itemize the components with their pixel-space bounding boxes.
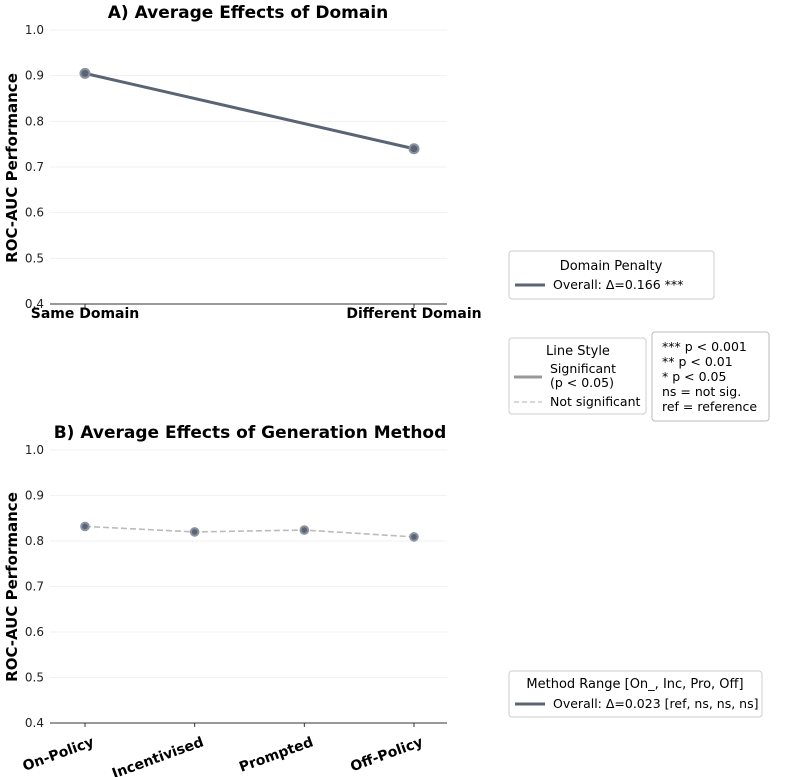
significance-key-line: * p < 0.05 (662, 369, 726, 384)
significance-key-frame (651, 331, 770, 422)
panel-a-y-tick-label: 0.7 (25, 160, 44, 174)
panel-b-y-ticks: 0.4 0.5 0.6 0.7 0.8 0.9 1.0 (25, 443, 44, 730)
panel-b-data-point (189, 527, 200, 537)
panel-b-y-tick-label: 0.5 (25, 671, 44, 685)
panel-b-x-tick-label: Incentivised (110, 734, 206, 777)
legend-significant-label-line1: Significant (550, 361, 616, 376)
panel-a-grid (50, 29, 447, 305)
panel-a-data-point (408, 143, 420, 155)
panel-b-y-tick-label: 0.7 (25, 580, 44, 594)
panel-b-data-point (409, 532, 419, 542)
panel-a: A) Average Effects of Domain ROC-AUC Per… (3, 3, 482, 322)
panel-a-x-tick-label: Same Domain (31, 306, 140, 322)
legend-domain-penalty-title: Domain Penalty (560, 259, 663, 274)
panel-b-y-tick-label: 0.9 (25, 489, 44, 503)
panel-a-title: A) Average Effects of Domain (108, 3, 389, 23)
panel-b-grid (50, 449, 447, 724)
legend-domain-penalty-entry: Overall: Δ=0.166 *** (553, 277, 683, 292)
panel-b-data-point (299, 525, 310, 535)
legend-significant-label-line2: (p < 0.05) (550, 375, 614, 390)
panel-b-x-tick-label: Prompted (237, 734, 315, 776)
panel-a-x-tick-label: Different Domain (346, 306, 481, 322)
panel-a-x-ticks: Same Domain Different Domain (31, 304, 482, 322)
significance-key-line: ** p < 0.01 (662, 354, 733, 369)
legend-line-style-frame (508, 337, 647, 415)
legend-line-style: Line Style Significant (p < 0.05) Not si… (508, 337, 647, 415)
panel-a-y-tick-label: 1.0 (25, 23, 44, 37)
panel-a-y-tick-label: 0.6 (25, 206, 44, 220)
panel-b-y-tick-label: 0.6 (25, 625, 44, 639)
significance-key-line: *** p < 0.001 (662, 339, 747, 354)
legend-method-range-frame (508, 670, 763, 718)
panel-b-y-tick-label: 1.0 (25, 443, 44, 457)
panel-a-series-line (84, 71, 415, 151)
legend-domain-penalty: Domain Penalty Overall: Δ=0.166 *** (508, 250, 715, 300)
panel-a-data-point (79, 67, 91, 79)
panel-b-title: B) Average Effects of Generation Method (54, 423, 447, 443)
panel-b-x-tick-label: On-Policy (21, 734, 97, 775)
significance-key-line: ref = reference (662, 399, 757, 414)
panel-b-x-tick-label: Off-Policy (348, 734, 425, 775)
panel-b-data-point (80, 521, 90, 532)
legend-domain-penalty-frame (508, 250, 715, 300)
panel-a-y-tick-label: 0.4 (25, 297, 44, 311)
legend-line-style-title: Line Style (546, 344, 610, 359)
panel-b-x-ticks: On-Policy Incentivised Prompted Off-Policy (21, 723, 425, 777)
legend-method-range-title: Method Range [On_, Inc, Pro, Off] (526, 677, 743, 692)
panel-b-y-axis-label: ROC-AUC Performance (3, 492, 21, 682)
legend-method-range-entry: Overall: Δ=0.023 [ref, ns, ns, ns] (553, 696, 759, 711)
panel-a-y-tick-label: 0.8 (25, 114, 44, 128)
panel-b-y-tick-label: 0.4 (25, 716, 44, 730)
panel-b-series (80, 521, 419, 542)
legend-method-range: Method Range [On_, Inc, Pro, Off] Overal… (508, 670, 763, 718)
panel-a-y-ticks: 0.4 0.5 0.6 0.7 0.8 0.9 1.0 (25, 23, 44, 311)
panel-a-y-tick-label: 0.5 (25, 251, 44, 265)
panel-b-series-line (84, 525, 415, 538)
significance-key-line: ns = not sig. (662, 384, 741, 399)
legend-not-significant-label: Not significant (550, 394, 641, 409)
significance-key: *** p < 0.001 ** p < 0.01 * p < 0.05 ns … (651, 331, 770, 422)
panel-b-y-tick-label: 0.8 (25, 534, 44, 548)
panel-a-series (79, 67, 420, 155)
panel-a-y-axis-label: ROC-AUC Performance (3, 73, 21, 263)
panel-a-y-tick-label: 0.9 (25, 69, 44, 83)
panel-b: B) Average Effects of Generation Method … (3, 423, 447, 777)
